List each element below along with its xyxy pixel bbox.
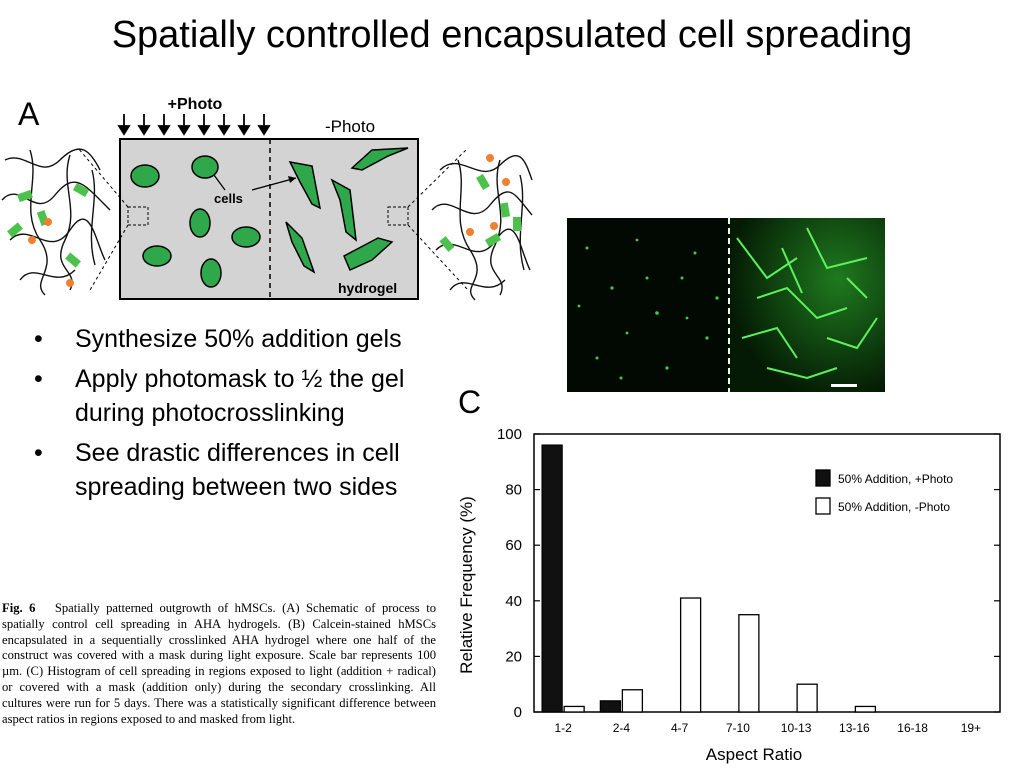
bullet-item: • Apply photomask to ½ the gel during pho…	[34, 365, 405, 427]
bar-photo-minus	[854, 705, 877, 713]
bar-photo-minus	[679, 597, 702, 713]
x-axis-label: Aspect Ratio	[706, 745, 802, 764]
scale-bar	[831, 384, 857, 387]
green-crosslinks-right	[439, 173, 521, 252]
bullet-item: • See drastic differences in cell spreadi…	[34, 439, 400, 501]
legend-swatch	[815, 469, 831, 487]
x-tick-label: 13-16	[839, 721, 870, 735]
figure-label: Fig. 6	[2, 601, 36, 615]
bullet-text: Apply photomask to ½ the gel during phot…	[75, 365, 405, 427]
figure-caption: Fig. 6 Spatially patterned outgrowth of …	[2, 601, 436, 727]
orange-radicals-left	[28, 218, 74, 287]
round-cell-dots	[577, 238, 719, 380]
schematic-diagram: +Photo -Photo cells hydrogel	[1, 96, 533, 301]
panel-c-label: C	[458, 384, 482, 420]
bullet-list: • Synthesize 50% addition gels • Apply pho…	[34, 322, 444, 510]
x-tick-label: 16-18	[897, 721, 928, 735]
aspect-ratio-histogram: 0 20 40 60 80 100 1-2 2-4 4-7 7-10 10-13 13-16 16-1…	[457, 426, 1001, 764]
spread-cell-strands	[736, 227, 878, 380]
spread-cells	[285, 147, 409, 274]
polymer-network-left	[1, 148, 111, 296]
x-tick-label: 4-7	[671, 721, 689, 735]
bullet-item: • Synthesize 50% addition gels	[34, 325, 402, 353]
bullet-text: See drastic differences in cell spreadin…	[75, 439, 400, 501]
photo-off-label: -Photo	[325, 117, 375, 136]
round-cells	[130, 155, 261, 288]
bar-photo-minus	[563, 705, 585, 713]
exposed-region	[729, 218, 885, 392]
y-tick-label: 40	[505, 593, 522, 610]
panel-a-label: A	[18, 96, 40, 132]
y-axis-label: Relative Frequency (%)	[457, 496, 476, 674]
bar-photo-minus	[796, 683, 818, 713]
slide-title: Spatially controlled encapsulated cell s…	[111, 14, 913, 56]
photo-on-label: +Photo	[168, 96, 223, 113]
caption-text: Spatially patterned outgrowth of hMSCs. …	[2, 601, 436, 726]
bar-photo-plus	[541, 444, 563, 713]
legend-swatch	[815, 497, 831, 515]
bar-photo-plus	[599, 700, 622, 713]
hydrogel-label: hydrogel	[338, 280, 397, 296]
cells-label: cells	[214, 191, 243, 206]
y-tick-label: 0	[514, 704, 522, 721]
cells-pointer-right	[251, 177, 297, 191]
x-tick-label: 1-2	[554, 721, 572, 735]
x-tick-label: 19+	[961, 721, 981, 735]
y-tick-label: 80	[505, 482, 522, 499]
y-tick-label: 20	[505, 648, 522, 665]
x-tick-label: 10-13	[781, 721, 812, 735]
x-tick-label: 7-10	[726, 721, 750, 735]
legend-label: 50% Addition, +Photo	[838, 472, 953, 486]
zoom-box-left	[127, 206, 149, 226]
fluorescence-micrograph	[567, 218, 885, 392]
orange-radicals-right	[466, 154, 510, 236]
cells-pointer-left	[213, 174, 226, 191]
y-tick-label: 100	[497, 426, 522, 443]
green-crosslinks-left	[7, 183, 90, 268]
y-tick-label: 60	[505, 537, 522, 554]
bar-photo-minus	[738, 614, 760, 713]
legend-label: 50% Addition, -Photo	[838, 500, 950, 514]
cells-arrowhead	[288, 176, 296, 183]
light-arrows	[117, 114, 271, 136]
plot-area	[533, 433, 1001, 713]
zoom-box-right	[387, 206, 409, 226]
x-tick-label: 2-4	[613, 721, 631, 735]
bar-photo-minus	[621, 689, 644, 713]
bullet-text: Synthesize 50% addition gels	[75, 325, 402, 353]
